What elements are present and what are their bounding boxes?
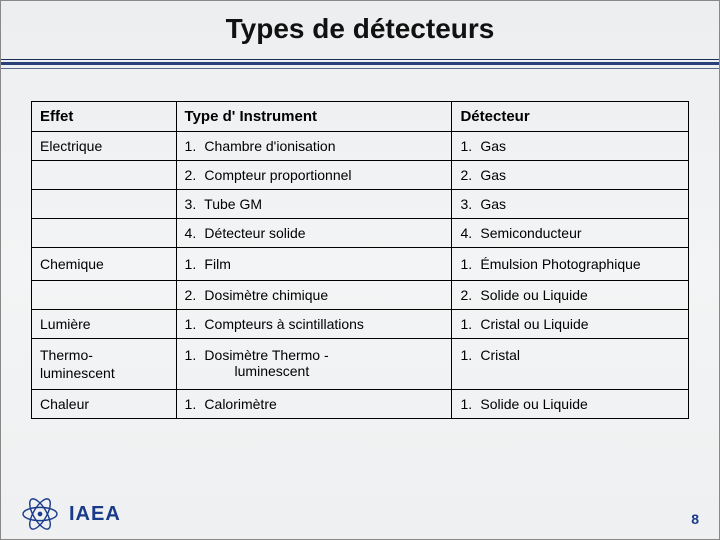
table-row: 2. Dosimètre chimique 2. Solide ou Liqui… xyxy=(32,281,689,310)
cell-detecteur: 1. Émulsion Photographique xyxy=(452,248,689,281)
page-title: Types de détecteurs xyxy=(1,13,719,45)
cell-text: Semiconducteur xyxy=(480,225,581,241)
list-number: 1. xyxy=(460,396,476,412)
footer-org-label: IAEA xyxy=(69,503,121,526)
cell-effet: Chaleur xyxy=(32,390,177,419)
cell-instrument: 3. Tube GM xyxy=(176,190,452,219)
list-number: 1. xyxy=(185,138,201,154)
cell-detecteur: 3. Gas xyxy=(452,190,689,219)
cell-text: Solide ou Liquide xyxy=(480,287,587,303)
col-header-detecteur: Détecteur xyxy=(452,102,689,132)
cell-text: Gas xyxy=(480,167,506,183)
col-header-effet: Effet xyxy=(32,102,177,132)
cell-text: Compteurs à scintillations xyxy=(204,316,364,332)
table-row: Thermo- luminescent 1. Dosimètre Thermo … xyxy=(32,339,689,390)
table-row: Electrique 1. Chambre d'ionisation 1. Ga… xyxy=(32,132,689,161)
page-number: 8 xyxy=(691,511,699,527)
cell-instrument: 4. Détecteur solide xyxy=(176,219,452,248)
cell-effet: Thermo- luminescent xyxy=(32,339,177,390)
list-number: 1. xyxy=(460,316,476,332)
cell-instrument: 1. Calorimètre xyxy=(176,390,452,419)
cell-detecteur: 1. Cristal ou Liquide xyxy=(452,310,689,339)
cell-text-line1: Dosimètre Thermo - xyxy=(204,347,328,363)
cell-text: Gas xyxy=(480,196,506,212)
cell-effet-empty xyxy=(32,219,177,248)
list-number: 2. xyxy=(460,167,476,183)
list-number: 3. xyxy=(460,196,476,212)
table-row: 3. Tube GM 3. Gas xyxy=(32,190,689,219)
header-rule-thick xyxy=(1,62,719,65)
cell-text: Film xyxy=(204,256,230,272)
table-row: Lumière 1. Compteurs à scintillations 1.… xyxy=(32,310,689,339)
cell-effet: Electrique xyxy=(32,132,177,161)
cell-text: Émulsion Photographique xyxy=(480,256,640,272)
list-number: 1. xyxy=(185,256,201,272)
cell-text: Chambre d'ionisation xyxy=(204,138,335,154)
cell-text: Tube GM xyxy=(204,196,262,212)
cell-instrument: 2. Compteur proportionnel xyxy=(176,161,452,190)
cell-instrument: 1. Compteurs à scintillations xyxy=(176,310,452,339)
header-rule-thin-bottom xyxy=(1,68,719,69)
cell-effet-empty xyxy=(32,161,177,190)
cell-detecteur: 1. Solide ou Liquide xyxy=(452,390,689,419)
cell-effet-line2: luminescent xyxy=(40,365,168,381)
cell-effet-empty xyxy=(32,190,177,219)
list-number: 1. xyxy=(460,138,476,154)
cell-text: Compteur proportionnel xyxy=(204,167,351,183)
cell-detecteur: 4. Semiconducteur xyxy=(452,219,689,248)
cell-text: Gas xyxy=(480,138,506,154)
cell-text: Calorimètre xyxy=(204,396,276,412)
cell-detecteur: 2. Gas xyxy=(452,161,689,190)
cell-text: Cristal ou Liquide xyxy=(480,316,588,332)
cell-instrument: 2. Dosimètre chimique xyxy=(176,281,452,310)
cell-detecteur: 2. Solide ou Liquide xyxy=(452,281,689,310)
cell-instrument: 1. Film xyxy=(176,248,452,281)
list-number: 2. xyxy=(460,287,476,303)
table-row: 4. Détecteur solide 4. Semiconducteur xyxy=(32,219,689,248)
cell-text-line2: luminescent xyxy=(185,363,444,379)
cell-text: Dosimètre chimique xyxy=(204,287,328,303)
footer: IAEA xyxy=(21,497,121,531)
col-header-instrument: Type d' Instrument xyxy=(176,102,452,132)
table-header-row: Effet Type d' Instrument Détecteur xyxy=(32,102,689,132)
cell-effet-empty xyxy=(32,281,177,310)
list-number: 1. xyxy=(460,347,476,363)
list-number: 2. xyxy=(185,287,201,303)
detector-table-wrap: Effet Type d' Instrument Détecteur Elect… xyxy=(31,101,689,419)
list-number: 1. xyxy=(185,347,201,363)
list-number: 3. xyxy=(185,196,201,212)
slide: Types de détecteurs Effet Type d' Instru… xyxy=(0,0,720,540)
cell-detecteur: 1. Gas xyxy=(452,132,689,161)
cell-instrument: 1. Dosimètre Thermo - luminescent xyxy=(176,339,452,390)
list-number: 2. xyxy=(185,167,201,183)
list-number: 1. xyxy=(460,256,476,272)
cell-effet: Chemique xyxy=(32,248,177,281)
detector-table: Effet Type d' Instrument Détecteur Elect… xyxy=(31,101,689,419)
header-rule-thin-top xyxy=(1,59,719,60)
cell-detecteur: 1. Cristal xyxy=(452,339,689,390)
cell-text: Solide ou Liquide xyxy=(480,396,587,412)
cell-instrument: 1. Chambre d'ionisation xyxy=(176,132,452,161)
list-number: 4. xyxy=(460,225,476,241)
cell-effet: Lumière xyxy=(32,310,177,339)
table-row: 2. Compteur proportionnel 2. Gas xyxy=(32,161,689,190)
table-row: Chaleur 1. Calorimètre 1. Solide ou Liqu… xyxy=(32,390,689,419)
list-number: 1. xyxy=(185,396,201,412)
iaea-logo-icon xyxy=(21,497,59,531)
table-row: Chemique 1. Film 1. Émulsion Photographi… xyxy=(32,248,689,281)
list-number: 4. xyxy=(185,225,201,241)
cell-effet-line1: Thermo- xyxy=(40,347,93,363)
cell-text: Cristal xyxy=(480,347,520,363)
list-number: 1. xyxy=(185,316,201,332)
cell-text: Détecteur solide xyxy=(204,225,305,241)
